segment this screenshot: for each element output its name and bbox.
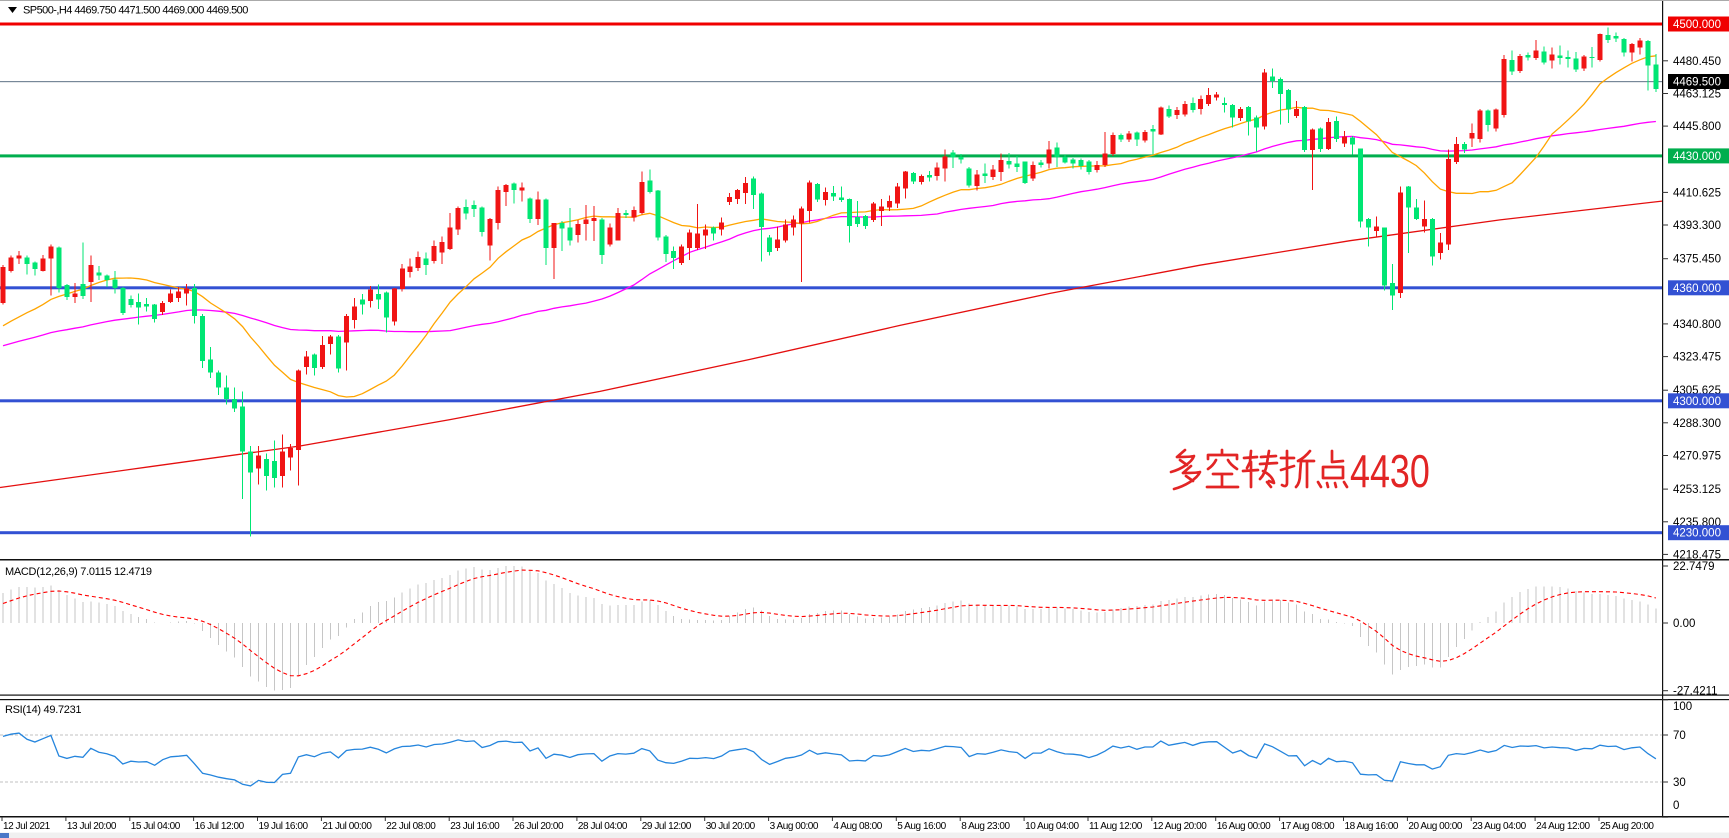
svg-text:4430: 4430 [1350,446,1430,497]
svg-text:4360.000: 4360.000 [1673,283,1721,295]
svg-text:5 Aug 16:00: 5 Aug 16:00 [897,821,946,832]
svg-text:13 Jul 20:00: 13 Jul 20:00 [67,821,117,832]
svg-text:4430.000: 4430.000 [1673,151,1721,163]
svg-text:12 Jul 2021: 12 Jul 2021 [3,821,51,832]
svg-text:4463.125: 4463.125 [1673,89,1721,101]
svg-text:4230.000: 4230.000 [1673,528,1721,540]
svg-text:29 Jul 12:00: 29 Jul 12:00 [642,821,692,832]
svg-text:RSI(14) 49.7231: RSI(14) 49.7231 [5,704,81,716]
svg-text:4323.475: 4323.475 [1673,352,1721,364]
svg-text:4300.000: 4300.000 [1673,396,1721,408]
svg-text:22 Jul 08:00: 22 Jul 08:00 [386,821,436,832]
svg-text:24 Aug 12:00: 24 Aug 12:00 [1536,821,1590,832]
svg-text:4393.300: 4393.300 [1673,220,1721,232]
svg-text:3 Aug 00:00: 3 Aug 00:00 [770,821,819,832]
svg-text:25 Aug 20:00: 25 Aug 20:00 [1600,821,1654,832]
svg-text:70: 70 [1673,730,1686,742]
svg-text:16 Aug 00:00: 16 Aug 00:00 [1217,821,1271,832]
svg-text:0.00: 0.00 [1673,618,1695,630]
svg-text:26 Jul 20:00: 26 Jul 20:00 [514,821,564,832]
svg-text:4410.625: 4410.625 [1673,187,1721,199]
svg-text:10 Aug 04:00: 10 Aug 04:00 [1025,821,1079,832]
svg-text:21 Jul 00:00: 21 Jul 00:00 [322,821,372,832]
svg-text:20 Aug 00:00: 20 Aug 00:00 [1408,821,1462,832]
svg-text:4253.125: 4253.125 [1673,484,1721,496]
svg-text:23 Jul 16:00: 23 Jul 16:00 [450,821,500,832]
svg-text:4288.300: 4288.300 [1673,418,1721,430]
svg-text:100: 100 [1673,701,1692,713]
svg-text:4340.800: 4340.800 [1673,319,1721,331]
svg-text:MACD(12,26,9) 7.0115 12.4719: MACD(12,26,9) 7.0115 12.4719 [5,566,152,578]
svg-text:4218.475: 4218.475 [1673,549,1721,561]
svg-text:23 Aug 04:00: 23 Aug 04:00 [1472,821,1526,832]
svg-text:8 Aug 23:00: 8 Aug 23:00 [961,821,1010,832]
svg-text:18 Aug 16:00: 18 Aug 16:00 [1345,821,1399,832]
svg-text:0: 0 [1673,800,1679,812]
svg-text:15 Jul 04:00: 15 Jul 04:00 [131,821,181,832]
svg-text:30 Jul 20:00: 30 Jul 20:00 [706,821,756,832]
svg-text:4480.450: 4480.450 [1673,56,1721,68]
svg-text:SP500-,H4 4469.750 4471.500 4: SP500-,H4 4469.750 4471.500 4469.000 446… [23,5,248,17]
svg-text:30: 30 [1673,777,1686,789]
svg-text:4500.000: 4500.000 [1673,19,1721,31]
svg-text:4270.975: 4270.975 [1673,451,1721,463]
svg-text:28 Jul 04:00: 28 Jul 04:00 [578,821,628,832]
svg-text:4445.800: 4445.800 [1673,121,1721,133]
svg-text:4375.450: 4375.450 [1673,254,1721,266]
svg-text:12 Aug 20:00: 12 Aug 20:00 [1153,821,1207,832]
svg-text:-27.4211: -27.4211 [1673,686,1718,698]
svg-text:16 Jul 12:00: 16 Jul 12:00 [195,821,245,832]
svg-text:17 Aug 08:00: 17 Aug 08:00 [1281,821,1335,832]
svg-text:11 Aug 12:00: 11 Aug 12:00 [1089,821,1143,832]
svg-text:19 Jul 16:00: 19 Jul 16:00 [259,821,309,832]
svg-text:22.7479: 22.7479 [1673,561,1715,573]
svg-text:4469.500: 4469.500 [1673,77,1721,89]
svg-text:4 Aug 08:00: 4 Aug 08:00 [833,821,882,832]
